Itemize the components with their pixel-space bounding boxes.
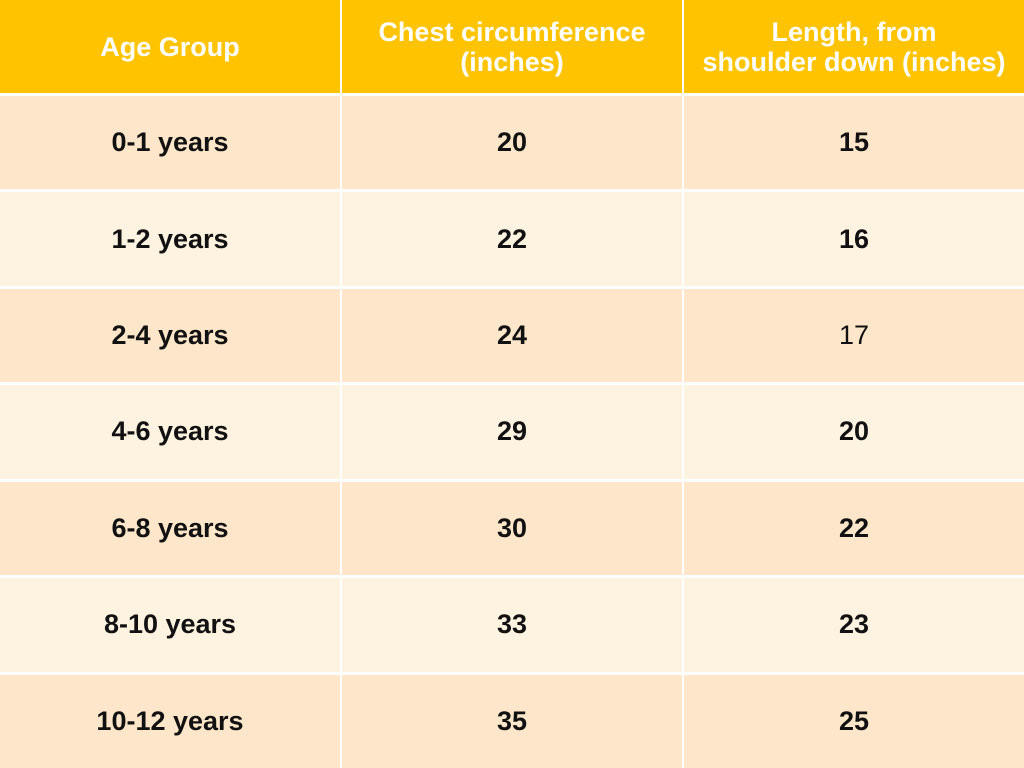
table-cell: 23: [684, 578, 1024, 672]
table-cell: 25: [684, 674, 1024, 768]
table-cell: 10-12 years: [0, 674, 340, 768]
cell-text: 23: [838, 609, 870, 640]
table-cell: 22: [684, 481, 1024, 576]
header-text: shoulder down (inches): [702, 46, 1006, 77]
table-cell: 17: [684, 288, 1024, 383]
cell-text: 2-4 years: [111, 320, 229, 351]
table-cell: 6-8 years: [0, 481, 340, 576]
table-cell: 0-1 years: [0, 96, 340, 190]
table-cell: 15: [684, 96, 1024, 190]
table-cell: 20: [684, 385, 1024, 479]
table-cell: 35: [342, 674, 682, 768]
cell-text: 4-6 years: [111, 416, 229, 447]
cell-text: 24: [496, 320, 528, 351]
table-cell: 29: [342, 385, 682, 479]
cell-text: 8-10 years: [103, 609, 237, 640]
table-cell: 33: [342, 578, 682, 672]
cell-text: 22: [838, 512, 870, 543]
cell-text: 25: [838, 705, 870, 736]
table-cell: 8-10 years: [0, 578, 340, 672]
table-cell: 24: [342, 288, 682, 383]
cell-text: 35: [496, 705, 528, 736]
cell-text: 16: [838, 223, 870, 254]
header-text: Chest circumference: [378, 16, 646, 47]
cell-text: 33: [496, 609, 528, 640]
cell-text: 15: [838, 127, 870, 158]
table-cell: 20: [342, 96, 682, 190]
cell-text: 6-8 years: [111, 512, 229, 543]
header-text: Length, from: [771, 16, 937, 47]
cell-text: 22: [496, 223, 528, 254]
cell-text: 20: [838, 416, 870, 447]
table-cell: 1-2 years: [0, 192, 340, 286]
table-cell: 2-4 years: [0, 288, 340, 383]
cell-text: 10-12 years: [96, 705, 244, 736]
table-cell: 22: [342, 192, 682, 286]
cell-text: 20: [496, 127, 528, 158]
cell-text: 1-2 years: [111, 223, 229, 254]
cell-text: 0-1 years: [111, 127, 229, 158]
header-text: (inches): [460, 46, 564, 77]
header-cell: Age Group: [0, 0, 340, 93]
cell-text: 17: [838, 320, 870, 351]
table-cell: 30: [342, 481, 682, 576]
cell-text: 29: [496, 416, 528, 447]
header-cell: Chest circumference (inches): [342, 0, 682, 93]
table-cell: 16: [684, 192, 1024, 286]
cell-text: 30: [496, 512, 528, 543]
header-cell: Length, from shoulder down (inches): [684, 0, 1024, 93]
header-text: Age Group: [100, 31, 240, 62]
table-cell: 4-6 years: [0, 385, 340, 479]
